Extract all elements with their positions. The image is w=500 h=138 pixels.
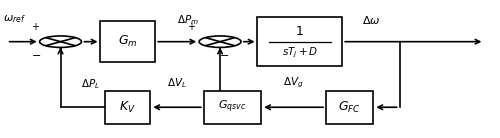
Text: $\Delta P_m$: $\Delta P_m$: [176, 13, 199, 27]
Text: $1$: $1$: [296, 25, 304, 38]
Text: $\Delta P_L$: $\Delta P_L$: [82, 77, 100, 91]
Text: $-$: $-$: [30, 49, 40, 59]
Text: $\Delta\omega$: $\Delta\omega$: [362, 14, 380, 26]
FancyBboxPatch shape: [106, 91, 150, 124]
Text: $+$: $+$: [187, 22, 196, 32]
Text: $K_V$: $K_V$: [120, 100, 136, 115]
Text: $\omega_{ref}$: $\omega_{ref}$: [3, 13, 26, 25]
Text: $\Delta V_g$: $\Delta V_g$: [284, 75, 304, 90]
Text: $G_m$: $G_m$: [118, 34, 138, 49]
Text: $sT_j+D$: $sT_j+D$: [282, 45, 318, 59]
Text: $+$: $+$: [31, 22, 40, 32]
Circle shape: [199, 36, 241, 47]
Text: $-$: $-$: [219, 49, 229, 59]
FancyBboxPatch shape: [258, 17, 342, 66]
Text: $G_{FC}$: $G_{FC}$: [338, 100, 361, 115]
Circle shape: [40, 36, 82, 47]
FancyBboxPatch shape: [326, 91, 374, 124]
FancyBboxPatch shape: [204, 91, 261, 124]
Text: $G_{qsvc}$: $G_{qsvc}$: [218, 99, 246, 116]
Text: $\Delta V_L$: $\Delta V_L$: [167, 76, 187, 90]
FancyBboxPatch shape: [100, 21, 156, 62]
